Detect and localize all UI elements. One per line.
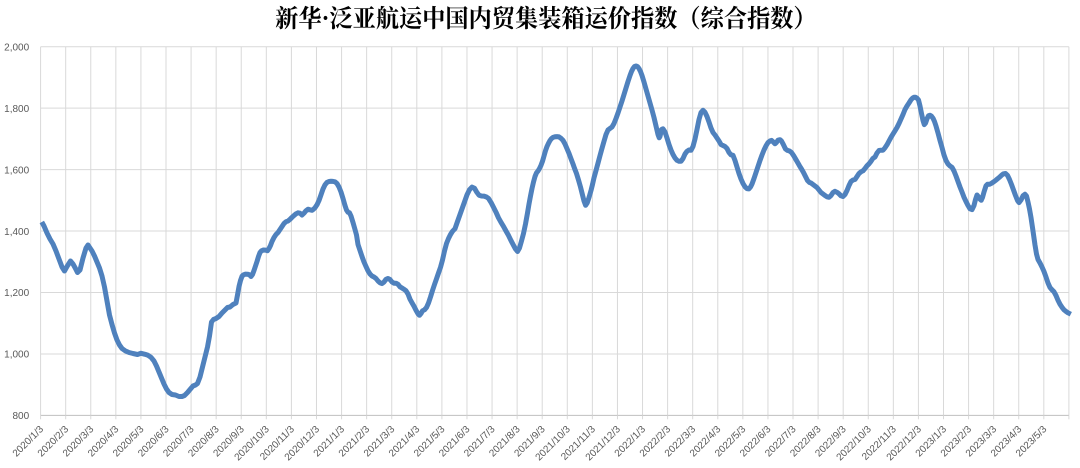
svg-text:800: 800 [13, 411, 30, 422]
svg-text:1,000: 1,000 [4, 350, 29, 361]
svg-text:1,800: 1,800 [4, 104, 29, 115]
svg-text:1,400: 1,400 [4, 227, 29, 238]
svg-text:2,000: 2,000 [4, 42, 29, 53]
svg-text:1,600: 1,600 [4, 165, 29, 176]
svg-text:1,200: 1,200 [4, 288, 29, 299]
